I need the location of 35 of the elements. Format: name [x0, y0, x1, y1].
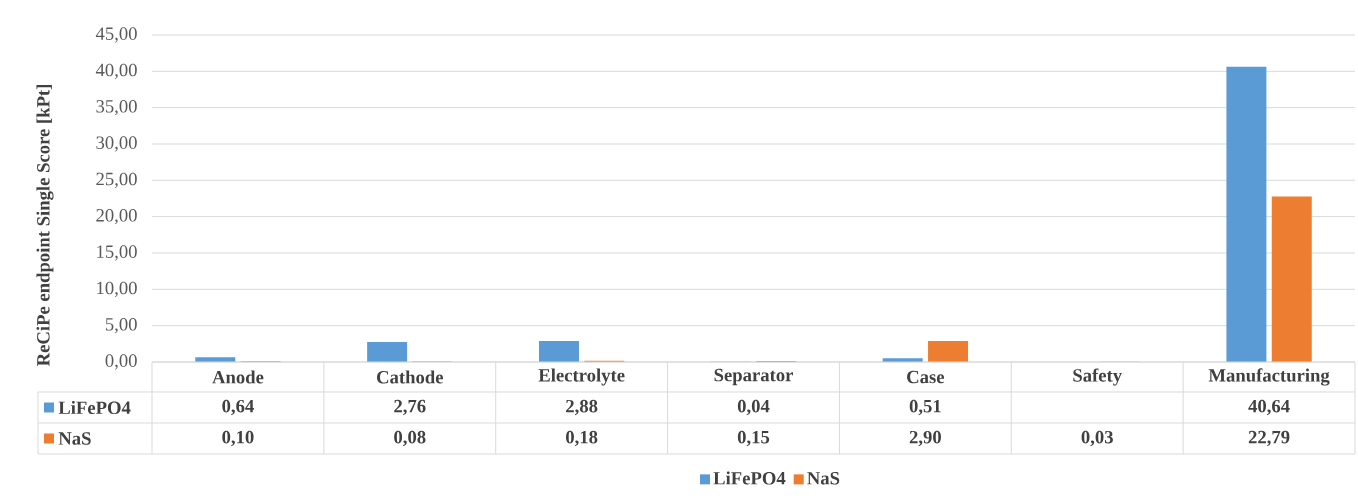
data-label: 0,64 [222, 399, 254, 416]
y-tick-label: 20,00 [96, 209, 137, 225]
x-tick-label: Separator [714, 368, 794, 386]
y-axis-title: ReCiPe endpoint Single Score [kPt] [36, 85, 54, 367]
data-label: 0,15 [737, 430, 770, 447]
data-label: 0,03 [1081, 430, 1113, 447]
y-tick-label: 40,00 [95, 63, 137, 79]
data-label: 0,04 [737, 399, 770, 416]
x-tick-label: Anode [212, 370, 264, 384]
data-label: 2,76 [394, 399, 426, 416]
y-tick-label: 30,00 [96, 136, 137, 152]
data-label: 0,08 [394, 430, 426, 447]
x-tick-label: Manufacturing [1208, 368, 1330, 386]
x-tick-label: Electrolyte [538, 368, 625, 386]
text: NaS [58, 432, 91, 445]
y-tick-label: 5,00 [105, 318, 137, 334]
y-tick-label: 25,00 [96, 172, 137, 188]
data-label: 2,90 [909, 430, 941, 447]
y-tick-label: 45,00 [95, 27, 137, 43]
x-tick-label: Case [907, 370, 945, 384]
y-tick-label: 15,00 [97, 245, 137, 261]
legend-label: LiFePO4 [58, 400, 131, 415]
data-label: 0,10 [222, 430, 254, 447]
data-label: 22,79 [1248, 430, 1290, 447]
y-tick-label: 35,00 [96, 100, 137, 116]
data-label: 2,88 [566, 399, 598, 416]
y-tick-label: 0,00 [105, 354, 137, 370]
legend-label: NaS [807, 472, 840, 485]
x-tick-label: Cathode [377, 370, 444, 384]
text: LiFePO4 [713, 471, 786, 485]
data-label: 0,51 [909, 399, 941, 416]
x-tick-label: Safety [1073, 368, 1122, 386]
data-label: 40,64 [1248, 399, 1290, 416]
data-label: 0,18 [566, 430, 598, 447]
y-tick-label: 10,00 [97, 281, 137, 297]
